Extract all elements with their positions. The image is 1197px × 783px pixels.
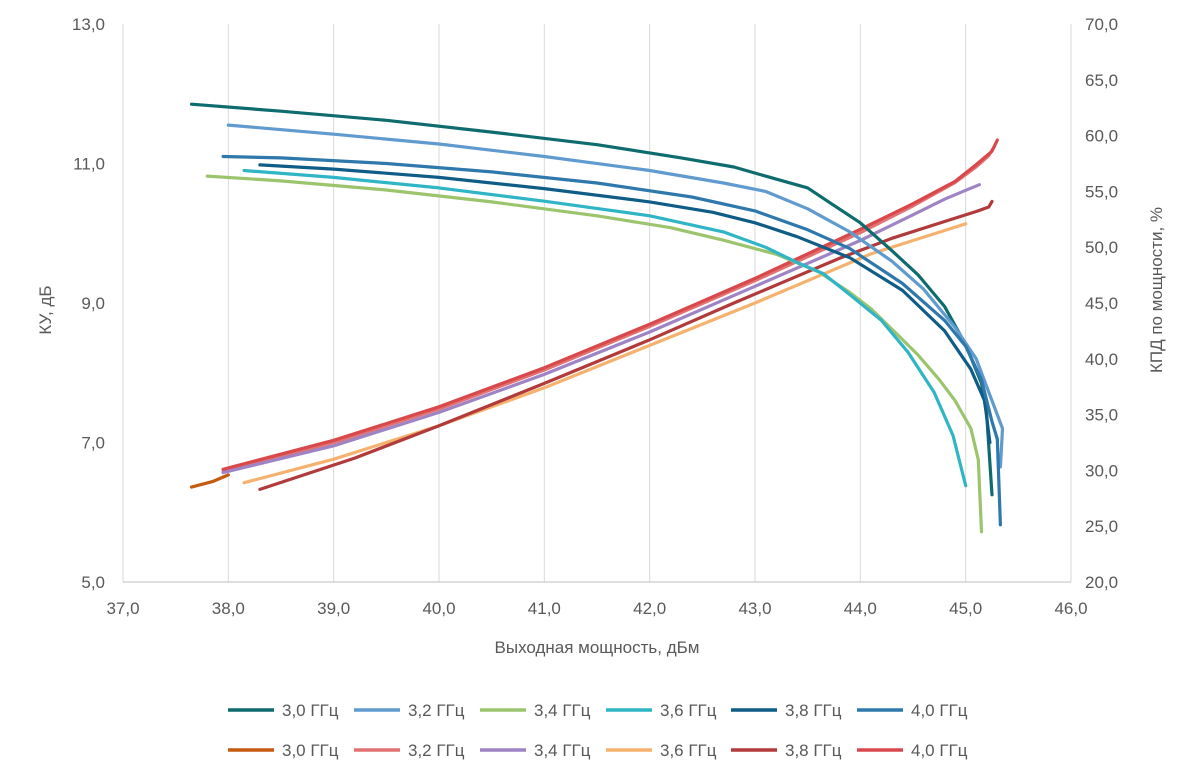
gain-legend-label: 3,0 ГГц [282,701,339,720]
y2-tick-label: 45,0 [1085,294,1118,313]
x-axis-ticks: 37,0 38,0 39,0 40,0 41,0 42,0 43,0 44,0 45,0 46,0 [106,599,1087,618]
gain-series-line [242,168,968,488]
y2-tick-label: 70,0 [1085,15,1118,34]
x-tick-label: 46,0 [1054,599,1087,618]
efficiency-legend-label: 3,4 ГГц [534,741,591,760]
y-tick-label: 9,0 [81,294,105,313]
efficiency-series-line [221,145,996,474]
y-tick-label: 11,0 [73,155,105,174]
efficiency-legend-label: 3,0 ГГц [282,741,339,760]
y2-tick-label: 35,0 [1085,406,1118,425]
y2-axis-title: КПД по мощности, % [1147,207,1166,373]
y2-tick-label: 55,0 [1085,182,1118,201]
y2-tick-label: 65,0 [1085,71,1118,90]
y-tick-label: 13,0 [72,15,105,34]
x-tick-label: 42,0 [633,599,666,618]
x-tick-label: 38,0 [212,599,245,618]
x-tick-label: 39,0 [317,599,350,618]
x-tick-label: 41,0 [528,599,561,618]
x-tick-label: 45,0 [949,599,982,618]
efficiency-series-line [242,222,968,485]
efficiency-series-line [258,199,994,491]
gain-series-line [226,123,1005,469]
x-tick-label: 37,0 [106,599,139,618]
efficiency-legend-label: 3,6 ГГц [660,741,717,760]
y-axis-title: КУ, дБ [36,285,55,334]
y2-tick-label: 25,0 [1085,517,1118,536]
x-axis-title: Выходная мощность, дБм [495,638,700,657]
plot-lines [189,102,1005,534]
y2-tick-label: 40,0 [1085,350,1118,369]
gain-legend-label: 4,0 ГГц [911,701,968,720]
efficiency-series-line [221,183,981,475]
x-tick-label: 43,0 [738,599,771,618]
y-tick-label: 7,0 [81,434,105,453]
efficiency-legend-label: 3,8 ГГц [785,741,842,760]
gain-legend-label: 3,4 ГГц [534,701,591,720]
efficiency-series-line [189,473,230,489]
efficiency-legend-label: 4,0 ГГц [911,741,968,760]
x-tick-label: 40,0 [422,599,455,618]
y2-axis-ticks: 20,0 25,0 30,0 35,0 40,0 45,0 50,0 55,0 60,0 65,0… [1085,15,1118,592]
efficiency-legend-label: 3,2 ГГц [408,741,465,760]
y2-tick-label: 20,0 [1085,573,1118,592]
efficiency-series-line [221,138,999,471]
y2-tick-label: 60,0 [1085,127,1118,146]
y2-tick-label: 50,0 [1085,238,1118,257]
legend: 3,0 ГГц 3,2 ГГц 3,4 ГГц 3,6 ГГц 3,8 ГГц 4,0 Г… [228,701,968,760]
gain-series-line [258,163,992,445]
y-tick-label: 5,0 [81,573,105,592]
gain-legend-label: 3,2 ГГц [408,701,465,720]
x-tick-label: 44,0 [844,599,877,618]
gain-series-line [221,154,1002,527]
gain-legend-label: 3,8 ГГц [785,701,842,720]
gain-legend-label: 3,6 ГГц [660,701,717,720]
y-axis-ticks: 5,0 7,0 9,0 11,0 13,0 [72,15,105,592]
y2-tick-label: 30,0 [1085,461,1118,480]
